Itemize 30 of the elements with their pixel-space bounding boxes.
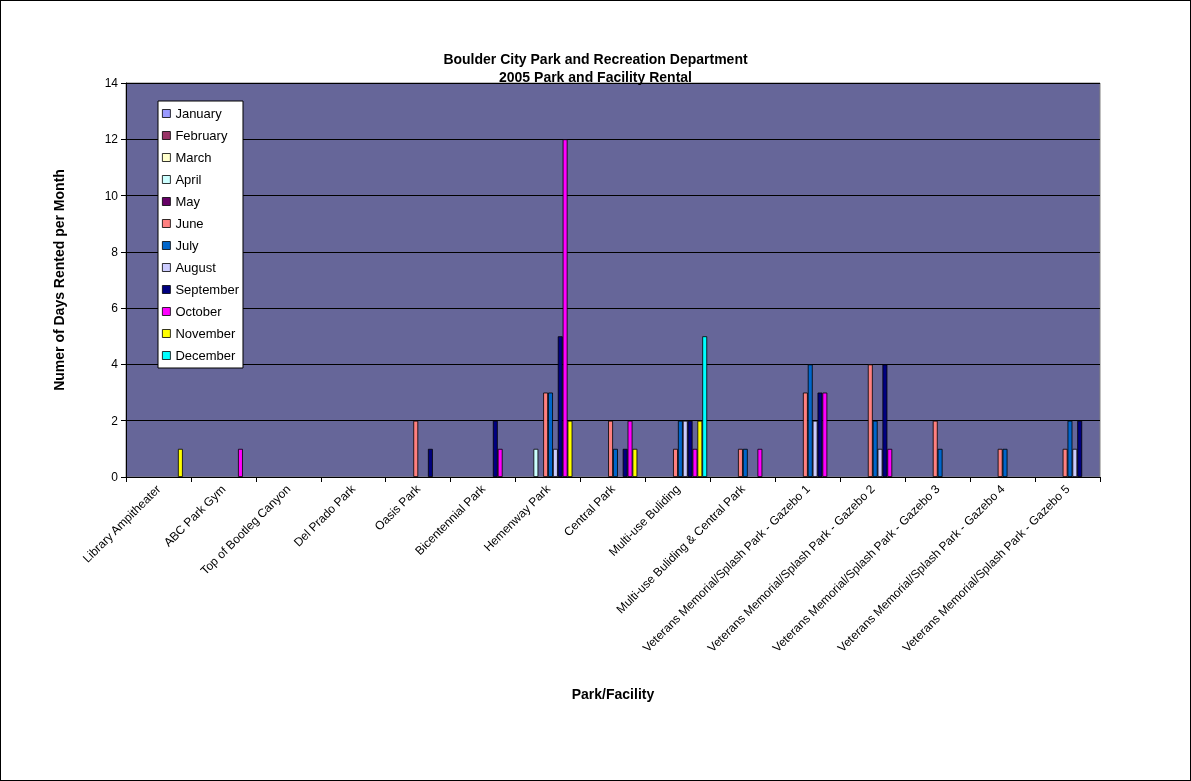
x-axis-title: Park/Facility — [571, 686, 655, 702]
legend-label: April — [175, 172, 202, 187]
bar — [238, 448, 243, 477]
y-axis-title: Numer of Days Rented per Month — [51, 169, 67, 391]
y-tick-label: 4 — [111, 357, 119, 372]
y-tick-label: 6 — [111, 301, 119, 316]
y-tick-label: 8 — [111, 244, 119, 259]
legend-label: February — [175, 128, 228, 143]
legend-label: December — [175, 348, 237, 363]
chart-subtitle: 2005 Park and Facility Rental — [499, 69, 692, 85]
legend-label: January — [175, 106, 223, 121]
legend-label: September — [175, 282, 240, 297]
legend-label: October — [175, 304, 223, 319]
y-tick-label: 14 — [104, 76, 119, 90]
legend-label: November — [175, 326, 237, 341]
legend-label: March — [175, 150, 212, 165]
bar — [757, 448, 763, 477]
bar — [533, 448, 539, 477]
bar — [742, 448, 748, 477]
legend-label: July — [175, 238, 200, 253]
legend-label: August — [175, 260, 217, 275]
bar — [427, 448, 433, 477]
y-tick-label: 2 — [111, 413, 119, 428]
bar — [177, 448, 183, 477]
y-tick-label: 10 — [104, 188, 119, 203]
y-tick-label: 12 — [104, 132, 119, 147]
y-tick-label: 0 — [111, 470, 119, 484]
chart-title: Boulder City Park and Recreation Department — [443, 51, 748, 67]
legend-label: June — [175, 216, 204, 231]
legend-label: May — [175, 194, 201, 209]
